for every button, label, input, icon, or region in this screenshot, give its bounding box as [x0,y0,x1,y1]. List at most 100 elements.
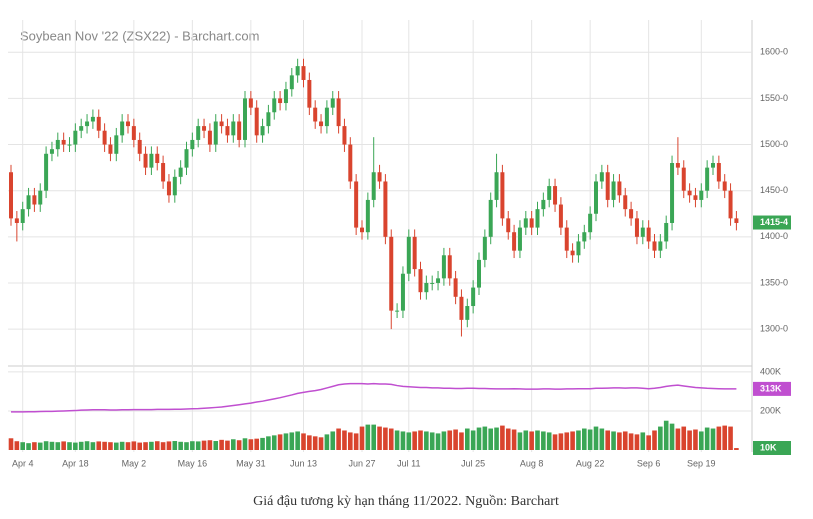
volume-bar [429,432,435,450]
candle-body [377,172,382,182]
candle-body [202,126,207,131]
volume-bar [213,441,219,450]
chart-title: Soybean Nov '22 (ZSX22) - Barchart.com [20,28,259,43]
y-tick-label: 1500-0 [760,139,788,149]
volume-bar [535,430,540,450]
x-tick-label: Aug 8 [520,458,544,468]
volume-bar [441,431,447,450]
volume-bar [582,428,587,450]
volume-bar [195,441,201,450]
volume-bar [318,437,324,450]
candle-body [342,126,347,145]
candle-body [120,121,125,136]
candle-body [652,241,657,251]
candle-body [295,66,300,76]
volume-bar [465,428,470,450]
candle-body [658,241,663,251]
volume-bar [295,431,300,450]
candle-body [617,181,622,196]
candle-body [430,282,435,284]
candle-body [459,296,464,320]
volume-bar [541,431,546,450]
candle-body [582,232,587,242]
candle-body [184,149,189,168]
y-tick-label: 1350-0 [760,277,788,287]
volume-bar [734,448,739,450]
volume-bar [400,431,406,450]
candle-body [564,227,569,251]
candle-body [85,121,90,127]
candle-body [623,195,628,210]
volume-bar [8,438,14,450]
candle-body [272,98,277,113]
volume-bar [271,435,277,450]
volume-bar [488,428,493,450]
candle-body [20,209,25,223]
volume-bar [599,428,605,450]
candle-body [161,163,166,182]
candle-body [225,126,230,136]
candle-body [319,121,324,127]
volume-bar [628,433,634,450]
candle-body [178,167,183,177]
candle-body [629,209,634,219]
candle-body [599,172,604,182]
candle-body [371,172,376,200]
volume-bar [558,433,564,450]
candle-body [494,172,499,200]
volume-bar [476,427,482,450]
candle-body [547,186,552,200]
candle-body [38,190,43,205]
candle-body [711,163,715,168]
volume-bar [470,430,476,450]
volume-bar [301,433,306,450]
volume-bar [336,428,341,450]
candle-body [44,153,49,191]
candle-body [190,139,195,150]
candle-body [354,181,359,228]
volume-bar [324,434,330,450]
candle-body [558,204,563,228]
candle-body [640,227,645,237]
candle-body [301,66,306,80]
volume-bar [20,442,25,450]
volume-bar [172,441,178,450]
candle-body [471,287,476,307]
volume-bar [225,440,230,450]
volume-bar [564,432,570,450]
candle-body [453,278,458,297]
x-tick-label: Jul 11 [397,458,420,468]
candle-body [49,149,54,154]
candle-body [670,163,675,223]
volume-bar [424,431,429,450]
candle-body [231,121,236,136]
y-tick-label: 1600-0 [760,47,788,57]
candle-body [477,259,481,288]
volume-bar [517,432,523,450]
volume-bar [348,432,353,450]
volume-bar [383,427,388,450]
candle-body [166,181,171,196]
value-box-label: 10K [760,442,777,452]
volume-bar [576,430,581,450]
candle-body [14,218,19,223]
candle-body [254,107,259,136]
candle-body [424,282,429,293]
x-tick-label: Sep 6 [637,458,661,468]
candle-body [482,236,487,260]
volume-bar [529,431,534,450]
candle-body [243,98,247,140]
x-tick-label: Apr 4 [12,458,34,468]
candle-body [108,144,113,154]
candle-body [693,195,698,200]
candle-body [400,273,405,311]
volume-bar [710,428,716,450]
volume-bar [371,424,376,450]
volume-bar [412,431,417,450]
volume-bar [687,430,692,450]
volume-bar [359,426,365,450]
volume-bar [125,442,131,450]
volume-bar [242,438,248,450]
x-tick-label: Aug 22 [576,458,605,468]
volume-bar [55,442,61,450]
